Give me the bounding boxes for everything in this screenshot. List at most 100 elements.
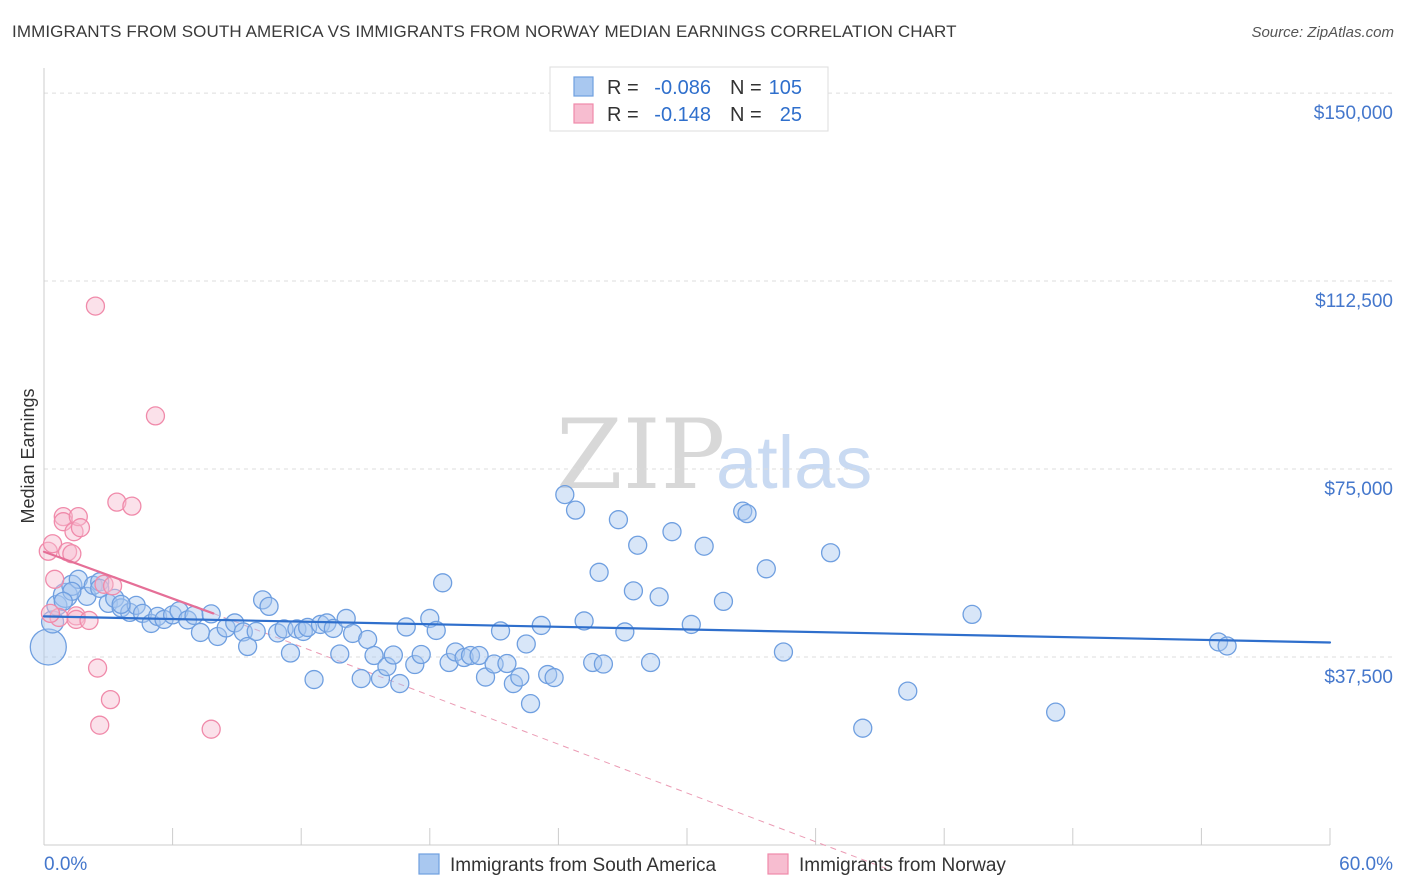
tick-labels: $150,000 $112,500 $75,000 $37,500 0.0% 60.0% (44, 103, 1393, 875)
grid-lines (44, 92, 1393, 658)
point-norway (100, 689, 121, 710)
point-south-america (574, 611, 594, 631)
point-south-america (304, 669, 324, 690)
y-axis-label: Median Earnings (18, 388, 38, 523)
point-south-america (420, 608, 440, 629)
point-south-america (357, 629, 378, 650)
point-norway (70, 518, 91, 538)
point-south-america (773, 642, 794, 662)
point-south-america (589, 562, 609, 582)
point-norway (45, 569, 65, 589)
point-south-america (737, 503, 757, 524)
point-south-america (898, 681, 918, 701)
trend-line-norway-dashed (213, 612, 887, 870)
point-norway (122, 496, 142, 516)
point-south-america (662, 522, 682, 542)
point-south-america (390, 673, 410, 694)
trend-lines-solid (42, 550, 1332, 644)
point-south-america (323, 618, 344, 639)
point-norway (85, 296, 106, 316)
point-south-america (555, 484, 575, 505)
watermark-zip: ZIP (556, 399, 725, 511)
point-norway (87, 658, 108, 678)
top-legend: R = -0.086 N = 105 R = -0.148 N = 25 (549, 66, 829, 132)
point-south-america (405, 654, 425, 675)
point-south-america (439, 652, 459, 673)
point-south-america (544, 667, 564, 688)
point-south-america (53, 591, 73, 612)
point-south-america (756, 559, 776, 579)
y-tick-label: $112,500 (1315, 291, 1393, 312)
bottom-legend-label-south-america: Immigrants from South America (450, 855, 717, 876)
top-legend-box (549, 66, 829, 132)
point-south-america (383, 645, 404, 665)
point-south-america (628, 535, 648, 555)
point-south-america (433, 573, 453, 593)
point-south-america (190, 622, 211, 643)
point-south-america (649, 587, 669, 607)
point-south-america (364, 645, 384, 666)
bottom-legend: Immigrants from South America Immigrants… (418, 853, 1006, 876)
point-south-america (640, 652, 661, 673)
point-norway (90, 715, 110, 735)
point-south-america (29, 628, 67, 666)
point-south-america (469, 645, 489, 666)
point-south-america (351, 668, 371, 689)
axes (43, 68, 1331, 846)
legend-n-label-2: N = (730, 104, 767, 126)
trend-lines (213, 612, 887, 870)
point-norway (79, 610, 99, 631)
chart-source: Source: ZipAtlas.com (1251, 24, 1394, 41)
point-south-america (370, 668, 391, 689)
legend-r-value-2: -0.148 (654, 104, 711, 126)
point-norway (53, 512, 73, 532)
point-norway (145, 406, 166, 426)
x-tick-label-min: 0.0% (44, 854, 87, 875)
point-south-america (820, 543, 841, 563)
trend-line-south-america (42, 615, 1332, 644)
point-south-america (615, 622, 635, 642)
point-south-america (608, 510, 629, 530)
point-norway (42, 534, 63, 554)
legend-swatch-south-america (573, 76, 594, 97)
point-norway (201, 719, 221, 739)
bottom-legend-label-norway: Immigrants from Norway (799, 855, 1006, 876)
legend-r-label-1: R = (607, 77, 644, 99)
point-south-america (201, 604, 221, 624)
point-south-america (330, 644, 350, 664)
x-tick-label-max: 60.0% (1339, 854, 1393, 875)
point-south-america (623, 581, 644, 601)
point-south-america (713, 591, 734, 612)
point-south-america (396, 617, 416, 637)
point-south-america (520, 693, 541, 714)
point-south-america (1046, 702, 1066, 722)
y-tick-label: $37,500 (1324, 667, 1393, 688)
point-south-america (694, 536, 714, 556)
point-norway (107, 492, 127, 512)
point-norway (40, 603, 61, 624)
legend-swatch-norway (573, 103, 594, 124)
point-south-america (853, 718, 873, 738)
legend-r-value-1: -0.086 (654, 77, 711, 99)
point-south-america (426, 620, 446, 641)
point-south-america (565, 500, 586, 520)
point-south-america (411, 644, 431, 665)
point-south-america (259, 596, 279, 617)
trend-line-norway (42, 550, 215, 615)
y-tick-label: $150,000 (1314, 103, 1393, 124)
data-points (29, 296, 1237, 739)
point-south-america (593, 654, 614, 674)
point-south-america (246, 621, 266, 642)
legend-n-label-1: N = (730, 77, 767, 99)
bottom-legend-swatch-norway (767, 853, 789, 875)
point-south-america (280, 643, 301, 663)
point-south-america (377, 656, 397, 677)
chart-title: IMMIGRANTS FROM SOUTH AMERICA VS IMMIGRA… (12, 22, 957, 41)
legend-n-value-1: 105 (769, 77, 802, 99)
point-south-america (237, 636, 258, 657)
point-south-america (111, 594, 131, 615)
watermark-atlas: atlas (716, 421, 872, 504)
bottom-legend-swatch-south-america (418, 853, 440, 875)
legend-n-value-2: 25 (780, 104, 802, 126)
